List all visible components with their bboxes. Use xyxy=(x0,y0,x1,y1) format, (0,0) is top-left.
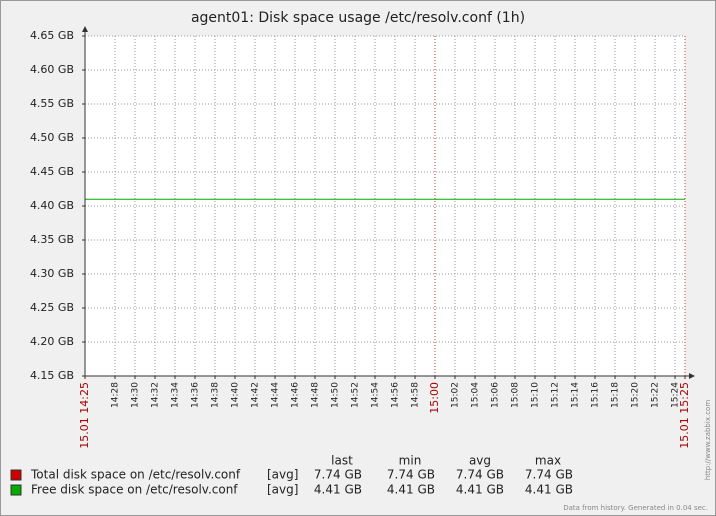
x-tick-label: 15:18 xyxy=(611,382,621,408)
x-tick-label: 15:16 xyxy=(591,382,601,408)
x-tick-label: 14:52 xyxy=(351,382,361,408)
y-tick-label: 4.40 GB xyxy=(30,199,74,212)
legend-value: 7.74 GB xyxy=(525,468,573,482)
legend-swatch xyxy=(10,469,22,481)
x-tick-label: 14:42 xyxy=(251,382,261,408)
x-tick-label: 15:24 xyxy=(671,382,681,408)
y-tick-label: 4.60 GB xyxy=(30,63,74,76)
x-tick-label: 15:00 xyxy=(428,382,441,414)
legend-column-header: max xyxy=(535,454,561,468)
x-tick-label: 15:20 xyxy=(631,382,641,408)
x-tick-label: 14:44 xyxy=(271,382,281,408)
x-tick-label: 14:50 xyxy=(331,382,341,408)
chart-title: agent01: Disk space usage /etc/resolv.co… xyxy=(191,10,525,26)
x-tick-label: 15:12 xyxy=(551,382,561,408)
x-tick-label: 14:58 xyxy=(411,382,421,408)
x-tick-label: 15.01 15:25 xyxy=(678,382,691,449)
x-tick-label: 15:06 xyxy=(491,382,501,408)
x-tick-label: 14:56 xyxy=(391,382,401,408)
legend-value: 7.74 GB xyxy=(456,468,504,482)
x-tick-label: 14:28 xyxy=(111,382,121,408)
x-tick-label: 15:14 xyxy=(571,382,581,408)
grid xyxy=(84,35,686,377)
legend-function: [avg] xyxy=(267,483,298,497)
x-tick-label: 14:34 xyxy=(171,382,181,408)
x-tick-label: 15:22 xyxy=(651,382,661,408)
x-tick-label: 15:10 xyxy=(531,382,541,408)
y-tick-label: 4.45 GB xyxy=(30,165,74,178)
x-axis-arrow xyxy=(689,373,695,379)
y-axis-arrow xyxy=(82,26,88,32)
y-tick-label: 4.15 GB xyxy=(30,369,74,382)
y-tick-label: 4.65 GB xyxy=(30,29,74,42)
legend-value: 4.41 GB xyxy=(314,483,362,497)
legend-column-header: last xyxy=(331,454,353,468)
legend-label: Free disk space on /etc/resolv.conf xyxy=(31,483,238,497)
legend-label: Total disk space on /etc/resolv.conf xyxy=(30,468,241,482)
watermark: http://www.zabbix.com xyxy=(704,400,712,480)
legend-column-header: avg xyxy=(469,454,491,468)
x-tick-label: 15:04 xyxy=(471,382,481,408)
legend-column-header: min xyxy=(399,454,422,468)
labels: 4.15 GB 4.20 GB 4.25 GB 4.30 GB 4.35 GB 4.40 … xyxy=(10,29,691,497)
y-tick-label: 4.20 GB xyxy=(30,335,74,348)
x-tick-label: 14:40 xyxy=(231,382,241,408)
footer: Data from history. Generated in 0.04 sec… xyxy=(563,504,708,512)
legend-value: 7.74 GB xyxy=(387,468,435,482)
x-tick-label: 15:08 xyxy=(511,382,521,408)
legend-function: [avg] xyxy=(267,468,298,482)
x-tick-label: 15.01 14:25 xyxy=(78,382,91,449)
x-tick-label: 14:36 xyxy=(191,382,201,408)
legend-value: 4.41 GB xyxy=(387,483,435,497)
x-tick-label: 14:48 xyxy=(311,382,321,408)
y-tick-label: 4.55 GB xyxy=(30,97,74,110)
y-tick-label: 4.35 GB xyxy=(30,233,74,246)
legend-value: 4.41 GB xyxy=(525,483,573,497)
y-tick-label: 4.30 GB xyxy=(30,267,74,280)
plot xyxy=(85,198,685,200)
y-tick-label: 4.25 GB xyxy=(30,301,74,314)
x-tick-label: 14:32 xyxy=(151,382,161,408)
legend-value: 4.41 GB xyxy=(456,483,504,497)
y-tick-label: 4.50 GB xyxy=(30,131,74,144)
legend-swatch xyxy=(10,484,22,496)
x-tick-label: 14:46 xyxy=(291,382,301,408)
x-tick-label: 15:02 xyxy=(451,382,461,408)
legend-value: 7.74 GB xyxy=(314,468,362,482)
x-tick-label: 14:38 xyxy=(211,382,221,408)
x-tick-label: 14:30 xyxy=(131,382,141,408)
x-tick-label: 14:54 xyxy=(371,382,381,408)
